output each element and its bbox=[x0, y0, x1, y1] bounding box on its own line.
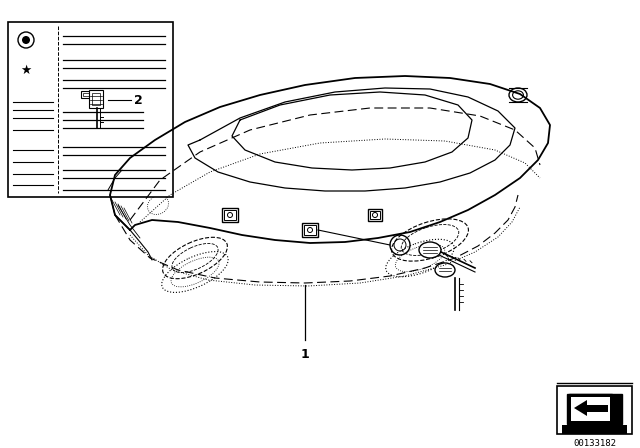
Bar bbox=[304, 225, 316, 235]
Ellipse shape bbox=[435, 263, 455, 277]
Bar bbox=[81, 91, 91, 98]
Text: 00133182: 00133182 bbox=[573, 439, 616, 448]
Bar bbox=[368, 209, 382, 221]
Bar bbox=[92, 93, 100, 105]
Circle shape bbox=[18, 32, 34, 48]
Ellipse shape bbox=[509, 88, 527, 102]
Polygon shape bbox=[567, 394, 622, 424]
Bar bbox=[8, 22, 173, 197]
Bar bbox=[83, 93, 89, 96]
Bar bbox=[557, 386, 632, 434]
Bar bbox=[89, 90, 103, 108]
Circle shape bbox=[227, 212, 232, 217]
Polygon shape bbox=[569, 394, 612, 428]
Bar bbox=[302, 223, 318, 237]
Bar bbox=[224, 210, 236, 220]
Bar bbox=[562, 426, 627, 434]
Polygon shape bbox=[571, 397, 610, 421]
Circle shape bbox=[372, 212, 378, 217]
Polygon shape bbox=[574, 400, 608, 416]
Ellipse shape bbox=[513, 91, 524, 99]
Ellipse shape bbox=[419, 242, 441, 258]
Text: ★: ★ bbox=[20, 64, 31, 77]
Bar bbox=[370, 211, 380, 219]
Circle shape bbox=[22, 36, 30, 44]
Bar bbox=[222, 208, 238, 222]
Circle shape bbox=[307, 228, 312, 233]
Text: 2: 2 bbox=[134, 94, 143, 107]
Bar bbox=[562, 425, 627, 434]
Text: 1: 1 bbox=[301, 348, 309, 361]
